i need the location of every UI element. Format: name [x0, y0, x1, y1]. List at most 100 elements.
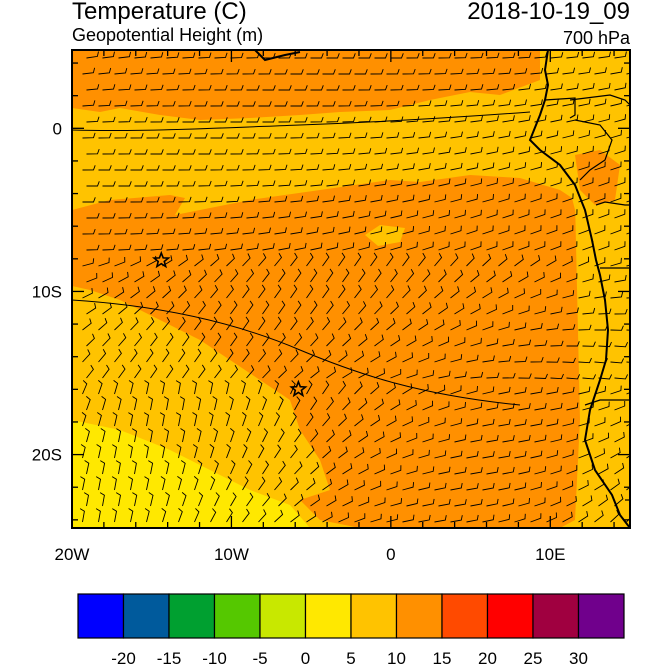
wind-barb [86, 272, 98, 283]
wind-barb [594, 67, 607, 75]
wind-barb [358, 148, 372, 155]
wind-barb [294, 494, 304, 507]
wind-barb [438, 84, 452, 91]
wind-barb [598, 209, 610, 219]
wind-barb [194, 508, 200, 523]
wind-barb [438, 241, 450, 251]
wind-barb [210, 348, 218, 363]
wind-barb [146, 286, 156, 299]
wind-barb [150, 270, 161, 283]
wind-barb [278, 428, 285, 443]
wind-barb [482, 514, 495, 523]
wind-barb [502, 498, 515, 507]
wind-barb [406, 84, 420, 91]
wind-barb [390, 179, 403, 187]
wind-barb [182, 84, 196, 91]
wind-barb [534, 497, 546, 507]
wind-barb [112, 444, 117, 459]
wind-barb [502, 146, 515, 155]
wind-barb [610, 385, 622, 395]
wind-barb [370, 447, 381, 459]
x-tick-label: 20W [55, 545, 90, 564]
wind-barb [210, 253, 220, 267]
wind-barb [354, 252, 362, 267]
wind-barb [338, 252, 346, 267]
wind-barb [274, 132, 288, 139]
wind-barb [578, 290, 591, 299]
wind-barb [230, 332, 238, 347]
wind-barb [546, 481, 558, 491]
wind-barb [226, 316, 234, 331]
wind-barb [262, 428, 269, 443]
wind-barb [310, 396, 318, 411]
wind-barb [338, 479, 349, 491]
wind-barb [450, 418, 463, 427]
wind-barb [390, 432, 401, 443]
wind-barb [230, 149, 244, 155]
wind-barb [354, 447, 365, 459]
wind-barb [498, 99, 512, 107]
wind-barb [182, 212, 196, 219]
wind-barb [342, 367, 353, 379]
wind-barb [306, 101, 320, 107]
wind-barb [418, 100, 432, 107]
wind-barb [550, 434, 563, 443]
wind-barb [310, 429, 319, 443]
wind-barb [166, 270, 176, 283]
wind-barb [418, 163, 431, 171]
wind-barb [546, 450, 559, 459]
wind-barb [406, 432, 418, 443]
wind-barb [127, 444, 133, 459]
wind-barb [178, 254, 189, 267]
wind-barb [534, 83, 547, 91]
wind-barb [390, 84, 404, 91]
wind-barb [582, 114, 595, 123]
wind-barb [101, 396, 107, 411]
wind-barb [196, 428, 202, 443]
temperature-fill-land-orange [575, 150, 620, 205]
wind-barb [614, 209, 626, 219]
wind-barb [454, 337, 466, 347]
wind-barb [326, 495, 337, 507]
wind-barb [354, 414, 364, 427]
wind-barb [278, 493, 287, 507]
wind-barb [502, 372, 516, 379]
wind-barb [274, 316, 282, 331]
wind-barb [498, 321, 510, 331]
wind-barb [262, 492, 271, 507]
wind-barb [230, 300, 238, 315]
wind-barb [518, 115, 531, 123]
wind-barb [582, 307, 596, 315]
wind-barb [242, 284, 250, 299]
wind-barb [290, 252, 298, 267]
wind-barb [178, 100, 192, 107]
wind-barb [470, 52, 484, 59]
wind-barb [166, 181, 180, 187]
wind-barb [294, 85, 308, 91]
wind-barb [81, 412, 87, 427]
wind-barb [212, 396, 218, 411]
wind-barb [290, 227, 303, 235]
wind-barb [530, 67, 544, 75]
wind-barb [438, 466, 451, 475]
wind-barb [514, 99, 527, 107]
wind-barb [326, 242, 339, 251]
wind-barb [386, 448, 398, 459]
wind-barb [178, 196, 192, 203]
wind-barb [294, 180, 308, 187]
wind-barb [566, 433, 578, 443]
wind-barb [306, 511, 317, 523]
wind-barb [402, 100, 416, 107]
wind-barb [386, 69, 400, 75]
wind-barb [374, 179, 387, 187]
wind-barb [342, 268, 350, 283]
temperature-fill-amber-notch [365, 225, 405, 246]
wind-barb [326, 429, 335, 443]
wind-barb [278, 85, 292, 91]
axis-ticks [71, 50, 630, 528]
wind-barb [418, 194, 431, 203]
wind-barb [162, 133, 176, 139]
wind-barb [422, 466, 435, 475]
wind-barb [278, 300, 286, 315]
wind-barb [418, 482, 431, 491]
